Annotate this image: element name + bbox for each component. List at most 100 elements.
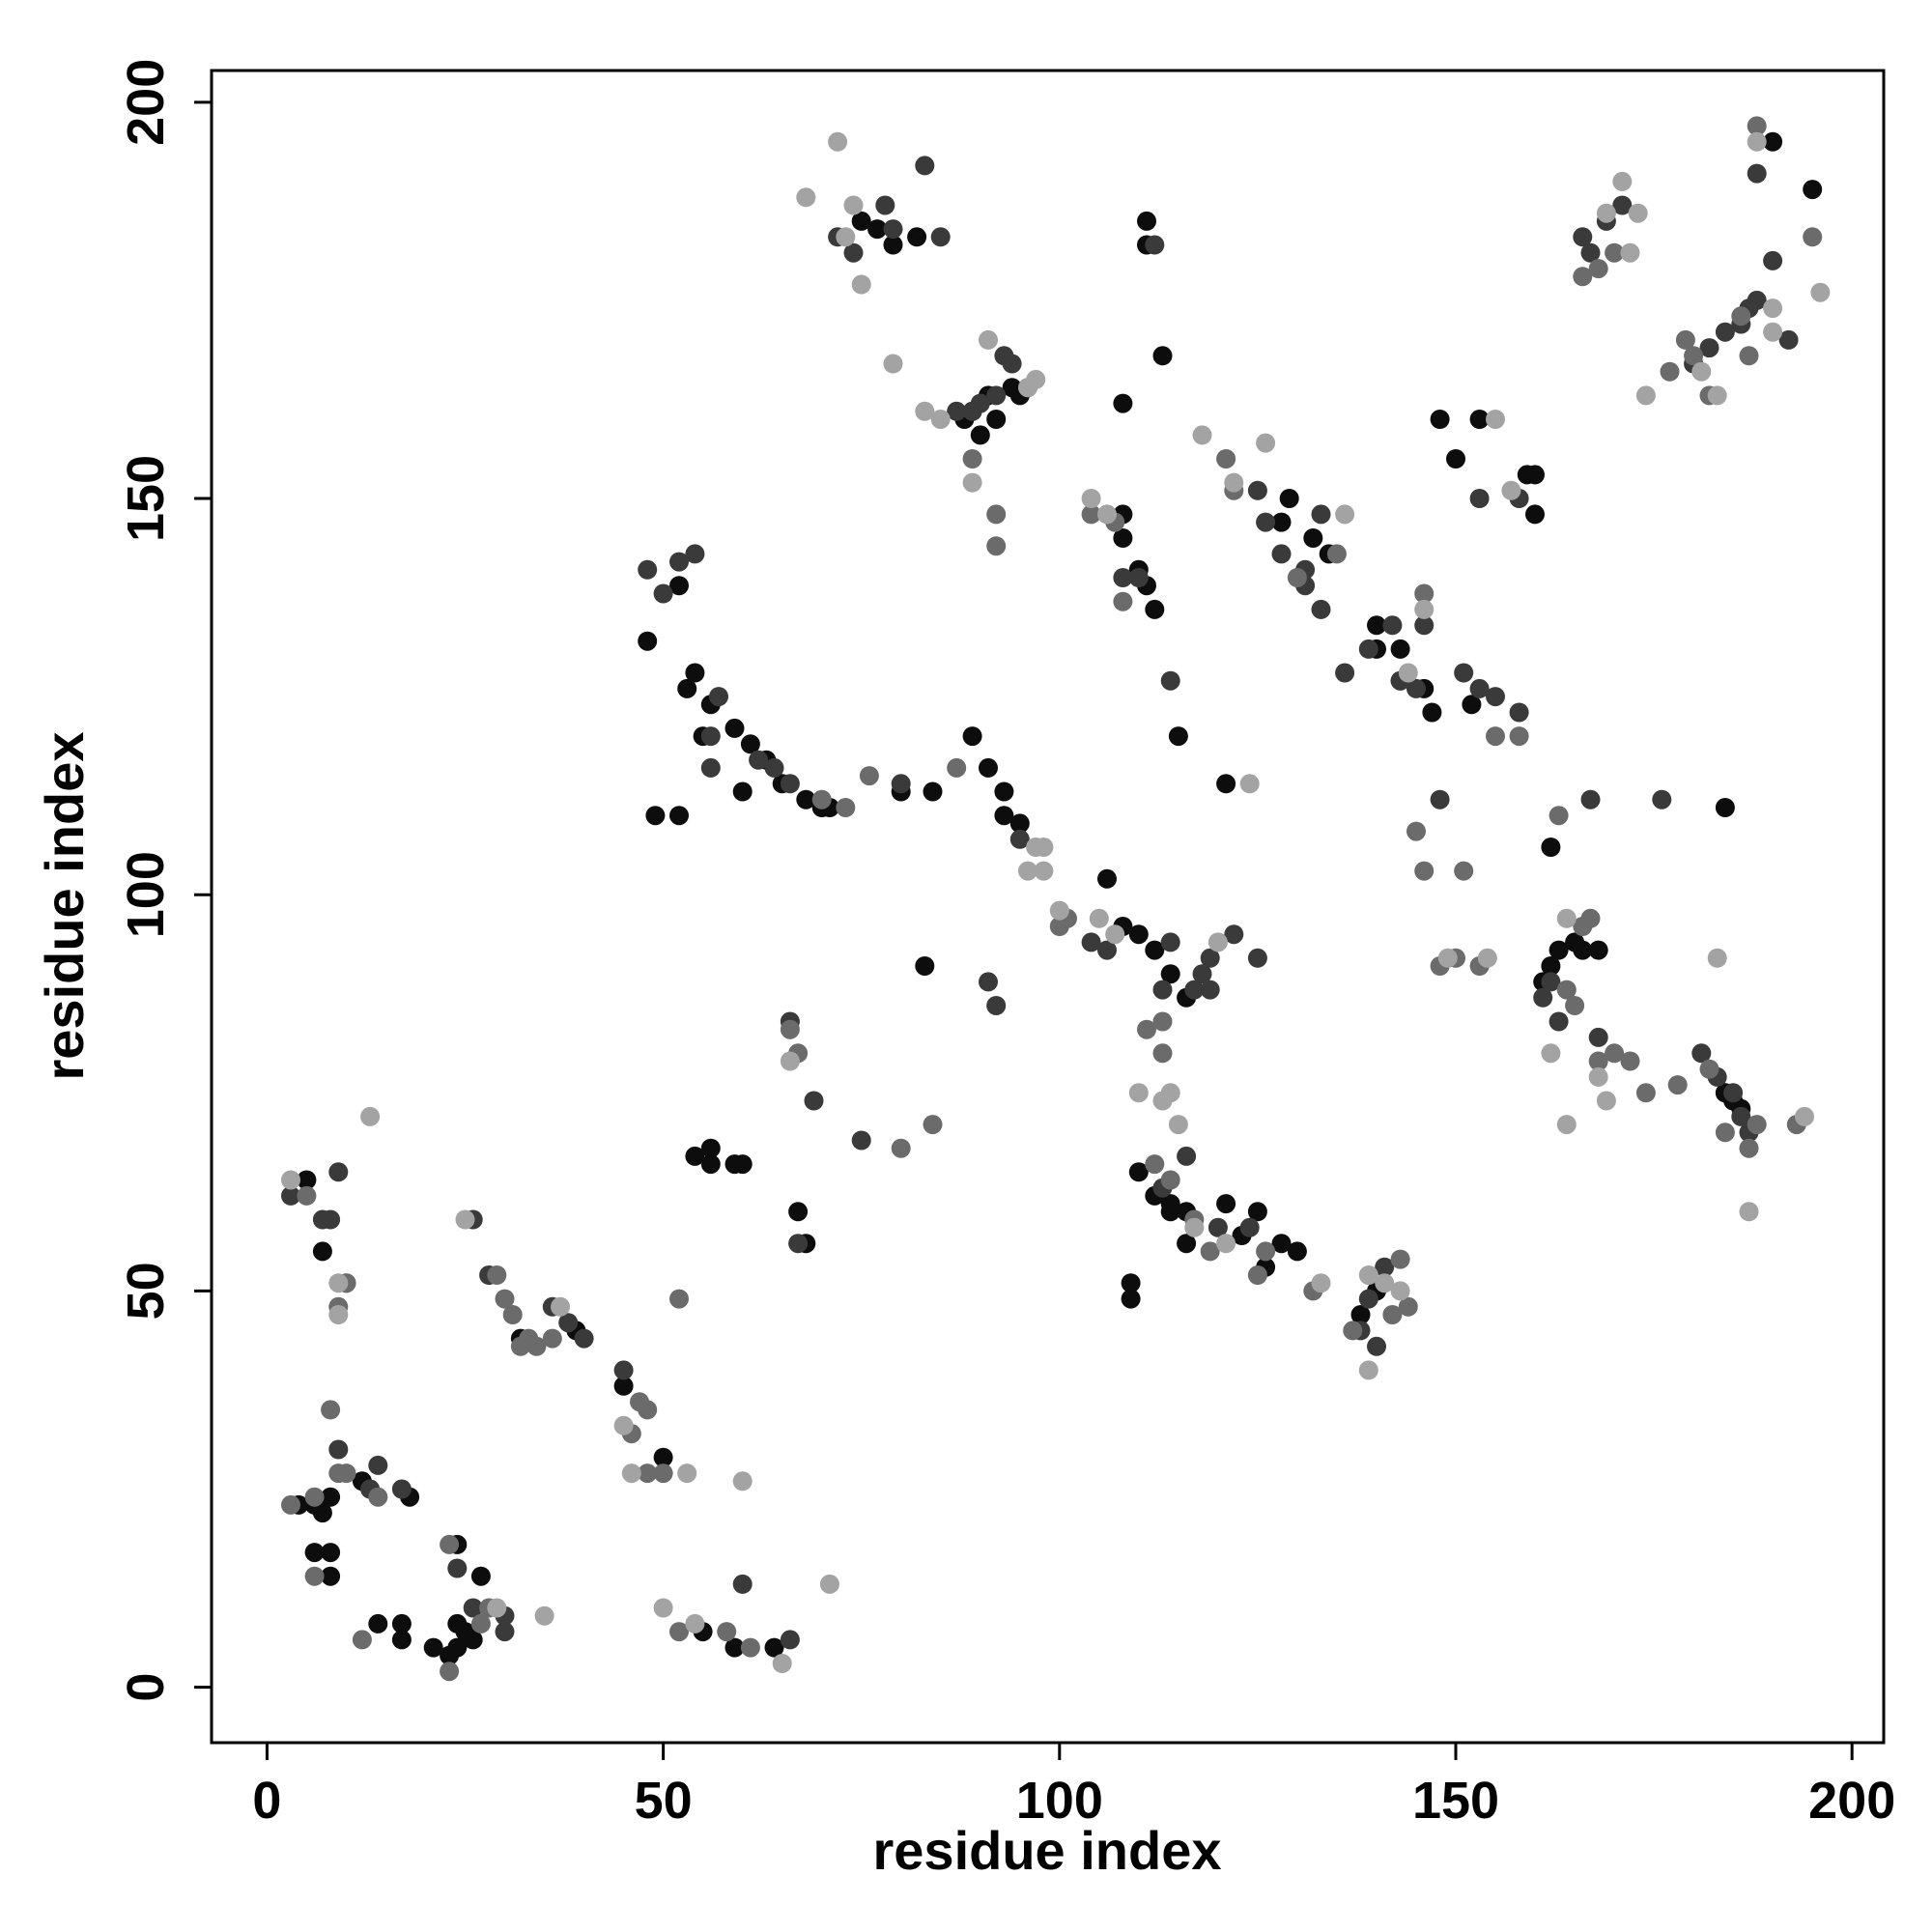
data-point [1358, 1360, 1378, 1380]
data-point [1145, 940, 1165, 960]
data-point [1430, 410, 1450, 429]
data-point [1034, 861, 1054, 881]
data-point [638, 1400, 658, 1420]
data-point [1525, 465, 1545, 485]
data-point [281, 1170, 300, 1190]
data-point [1454, 861, 1474, 881]
data-point [487, 1265, 507, 1285]
data-point [669, 806, 689, 826]
data-point [321, 1543, 341, 1563]
data-point [1573, 267, 1593, 287]
data-point [1469, 489, 1490, 508]
data-point [368, 1613, 388, 1634]
data-point [1224, 472, 1244, 493]
data-point [930, 410, 951, 429]
data-point [495, 1289, 515, 1309]
data-point [1707, 385, 1727, 406]
data-point [1247, 1265, 1267, 1285]
data-point [994, 781, 1014, 802]
data-point [962, 449, 982, 469]
data-point [986, 504, 1007, 525]
data-point [1501, 480, 1521, 500]
data-point [1390, 639, 1410, 659]
data-point [1247, 1202, 1267, 1222]
data-point [463, 1598, 483, 1618]
x-tick-label: 100 [1016, 1772, 1103, 1830]
data-point [1247, 480, 1267, 500]
data-point [1113, 568, 1133, 587]
data-point [1667, 1075, 1688, 1095]
data-point [732, 1471, 753, 1492]
y-axis-title: residue index [34, 731, 95, 1080]
data-point [700, 1154, 721, 1175]
data-point [1620, 1051, 1640, 1071]
data-point [1723, 1083, 1744, 1103]
data-point [1580, 242, 1601, 263]
data-point [962, 401, 982, 421]
data-point [653, 1447, 673, 1467]
data-point [1422, 702, 1442, 723]
data-point [1691, 1043, 1712, 1064]
data-point [551, 1296, 570, 1317]
data-point [1747, 163, 1767, 184]
data-point [764, 757, 784, 778]
data-point [724, 1154, 745, 1175]
data-point [1152, 346, 1173, 366]
data-point [947, 401, 967, 421]
data-point [1652, 789, 1672, 810]
data-point [1747, 116, 1767, 136]
data-point [1256, 512, 1276, 532]
data-point [851, 274, 871, 295]
data-point [304, 1543, 325, 1563]
data-point [1414, 615, 1435, 636]
data-point [1763, 298, 1783, 319]
data-point [780, 1051, 800, 1071]
data-point [1224, 924, 1244, 945]
data-point [1382, 1305, 1403, 1324]
data-point [1287, 568, 1307, 587]
data-point [653, 1598, 673, 1618]
data-point [1184, 980, 1205, 1000]
data-point [1358, 639, 1378, 659]
data-point [1548, 1011, 1569, 1032]
data-point [1580, 789, 1601, 810]
data-point [1239, 1217, 1260, 1237]
data-point [447, 1637, 468, 1658]
data-point [1707, 948, 1727, 968]
data-point [883, 235, 903, 255]
data-point [986, 385, 1007, 406]
data-point [1588, 940, 1608, 960]
data-point [962, 726, 982, 747]
data-point [994, 806, 1014, 826]
data-point [1406, 678, 1426, 698]
data-point [312, 1241, 332, 1262]
data-point [1398, 1296, 1418, 1317]
data-point [328, 1305, 349, 1324]
data-point [1588, 1066, 1608, 1087]
data-point [1168, 1115, 1188, 1135]
data-point [1763, 131, 1783, 152]
data-point [1081, 932, 1101, 952]
data-point [1177, 1146, 1197, 1166]
data-point [638, 1463, 658, 1484]
data-point [1691, 361, 1712, 382]
data-point [621, 1463, 641, 1484]
data-point [470, 1613, 491, 1634]
data-point [1239, 774, 1260, 794]
data-point [1279, 489, 1299, 508]
data-point [883, 354, 903, 374]
data-point [1160, 932, 1180, 952]
data-point [819, 1574, 839, 1594]
data-point [1192, 425, 1212, 445]
data-point [360, 1106, 381, 1126]
data-point [1541, 1043, 1561, 1064]
data-point [1128, 924, 1149, 945]
data-point [1192, 964, 1212, 984]
data-point [391, 1613, 412, 1634]
data-point [1113, 528, 1133, 548]
data-point [1795, 1106, 1814, 1126]
data-point [1454, 663, 1474, 683]
data-point [1739, 1202, 1759, 1222]
data-point [930, 227, 951, 247]
data-point [321, 1566, 341, 1586]
